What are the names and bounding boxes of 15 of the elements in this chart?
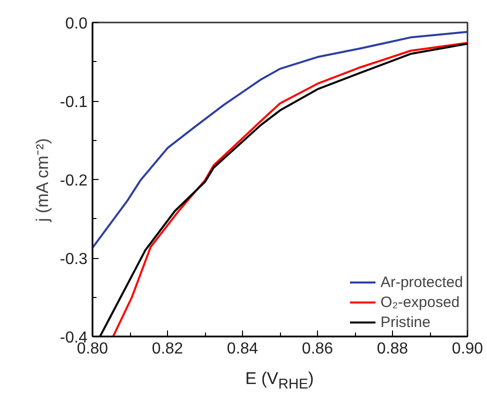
y-axis-title: j (mA cm⁻²) xyxy=(32,138,52,223)
x-tick-label: 0.88 xyxy=(376,340,408,358)
x-axis-title: E (V$_{RHE}$) xyxy=(245,368,314,394)
x-tick-label: 0.90 xyxy=(452,340,484,358)
x-tick-label: 0.84 xyxy=(226,340,258,358)
legend-label: Ar-protected xyxy=(380,273,463,291)
x-tick-label: 0.82 xyxy=(152,340,184,358)
y-tick-label: -0.3 xyxy=(60,251,88,268)
line-series xyxy=(92,30,468,249)
y-tick-label: -0.2 xyxy=(60,172,88,190)
y-tick-label: 0.0 xyxy=(65,16,88,32)
legend-label: O₂-exposed xyxy=(380,293,460,311)
x-tick-label: 0.86 xyxy=(302,340,334,358)
y-tick-label: -0.1 xyxy=(60,94,88,111)
legend-label: Pristine xyxy=(380,313,430,331)
